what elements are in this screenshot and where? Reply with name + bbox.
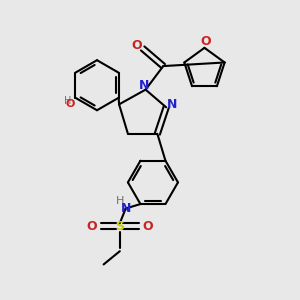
Text: O: O bbox=[201, 35, 211, 48]
Text: N: N bbox=[121, 202, 131, 215]
Text: H: H bbox=[116, 196, 124, 206]
Text: N: N bbox=[167, 98, 177, 111]
Text: O: O bbox=[86, 220, 97, 232]
Text: S: S bbox=[115, 220, 124, 232]
Text: H: H bbox=[64, 96, 71, 106]
Text: N: N bbox=[139, 79, 149, 92]
Text: O: O bbox=[142, 220, 153, 232]
Text: O: O bbox=[65, 99, 74, 109]
Text: O: O bbox=[131, 39, 142, 52]
